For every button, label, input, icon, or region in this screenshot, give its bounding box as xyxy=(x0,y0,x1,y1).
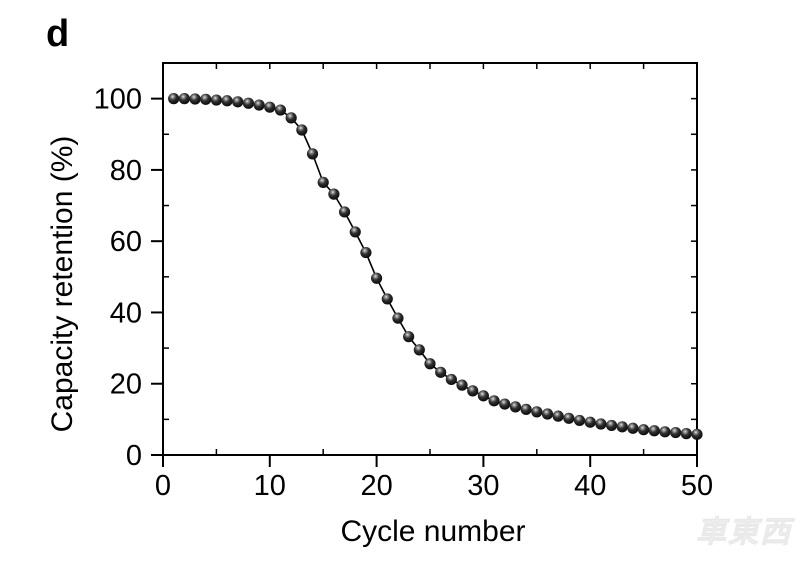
panel-label: d xyxy=(46,13,69,55)
y-tick-label: 100 xyxy=(94,84,142,116)
data-point-marker xyxy=(680,428,692,440)
data-point-marker xyxy=(552,410,564,422)
y-tick-label: 80 xyxy=(110,155,142,187)
x-tick-label: 10 xyxy=(254,470,286,502)
data-point-marker xyxy=(210,94,222,106)
data-point-marker xyxy=(616,421,628,433)
data-point-marker xyxy=(499,398,511,410)
data-point-marker xyxy=(392,312,404,324)
data-point-marker xyxy=(627,422,639,434)
data-point-marker xyxy=(413,344,425,356)
data-point-marker xyxy=(605,419,618,432)
data-point-marker xyxy=(520,403,532,415)
data-point-marker xyxy=(595,418,607,430)
y-tick-label: 0 xyxy=(126,440,142,472)
data-point-marker xyxy=(189,93,201,105)
data-point-marker xyxy=(338,206,351,218)
data-point-marker xyxy=(253,99,265,111)
series-line xyxy=(173,97,698,436)
data-point-marker xyxy=(317,176,329,188)
plot-frame xyxy=(162,62,698,456)
data-point-marker xyxy=(274,104,287,116)
data-point-marker xyxy=(328,188,340,200)
data-point-marker xyxy=(242,97,255,109)
data-point-marker xyxy=(691,428,703,440)
data-point-marker xyxy=(360,246,372,259)
data-point-marker xyxy=(296,124,308,136)
x-tick-label: 50 xyxy=(681,470,713,502)
data-point-marker xyxy=(221,95,233,107)
data-point-marker xyxy=(509,401,522,413)
data-point-marker xyxy=(371,272,383,284)
data-point-marker xyxy=(531,406,543,418)
data-point-marker xyxy=(456,379,468,391)
x-tick-label: 0 xyxy=(155,470,171,502)
data-point-marker xyxy=(541,408,554,420)
data-point-marker xyxy=(168,93,180,105)
data-point-marker xyxy=(477,390,489,402)
data-point-marker xyxy=(435,366,447,378)
data-point-marker xyxy=(424,358,436,370)
data-series-capacity-retention xyxy=(168,93,703,440)
data-point-marker xyxy=(200,93,212,105)
data-point-marker xyxy=(178,93,190,105)
data-point-marker xyxy=(403,331,415,343)
data-point-marker xyxy=(467,385,479,397)
data-point-marker xyxy=(563,412,575,424)
data-point-marker xyxy=(232,96,244,108)
data-point-marker xyxy=(573,414,586,427)
data-point-marker xyxy=(488,395,500,407)
data-point-marker xyxy=(381,293,393,305)
data-point-marker xyxy=(670,426,682,439)
data-point-marker xyxy=(285,112,297,124)
y-tick-label: 40 xyxy=(110,297,142,329)
y-tick-label: 60 xyxy=(110,226,142,258)
data-point-marker xyxy=(584,416,596,428)
data-point-marker xyxy=(264,101,276,113)
data-point-marker xyxy=(659,426,671,438)
data-point-marker xyxy=(648,425,660,437)
x-tick-label: 30 xyxy=(467,470,499,502)
watermark-logo: 車東西 xyxy=(696,516,795,549)
data-point-marker xyxy=(306,148,319,160)
y-tick-label: 20 xyxy=(110,369,142,401)
axes: 0 10 20 30 40 50 0 20 40 60 80 100 xyxy=(94,62,713,502)
x-tick-label: 40 xyxy=(574,470,606,502)
data-point-marker xyxy=(349,226,361,238)
data-point-marker xyxy=(638,424,650,436)
data-point-marker xyxy=(445,373,457,386)
y-axis-title: Capacity retention (%) xyxy=(46,136,79,433)
x-tick-label: 20 xyxy=(360,470,392,502)
x-axis-title: Cycle number xyxy=(340,515,525,548)
